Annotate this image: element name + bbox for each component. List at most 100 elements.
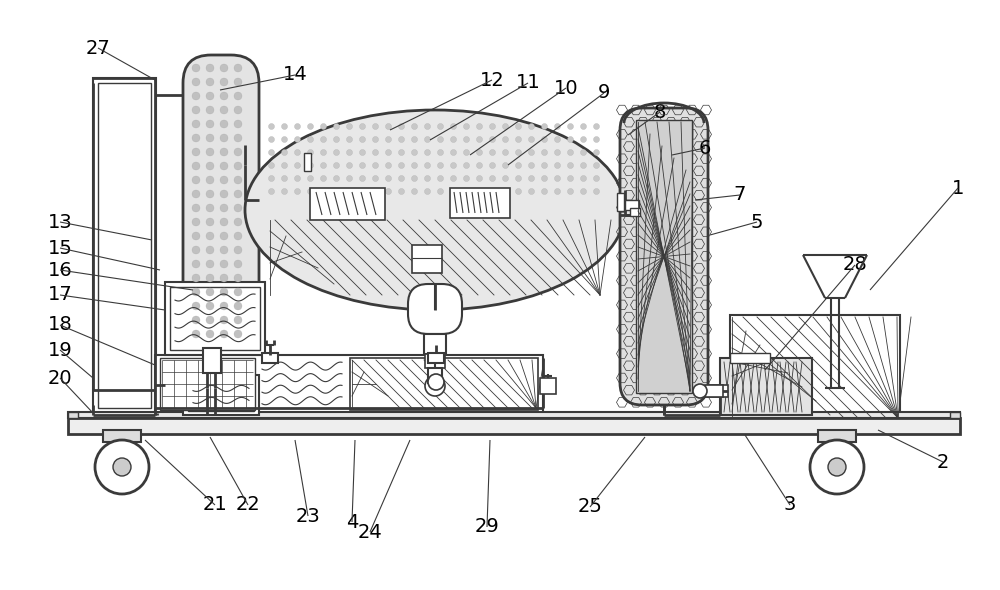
Circle shape xyxy=(220,162,228,170)
Circle shape xyxy=(334,175,340,182)
Bar xyxy=(203,348,221,373)
Circle shape xyxy=(490,162,496,169)
Circle shape xyxy=(192,246,200,254)
Circle shape xyxy=(477,162,482,169)
Circle shape xyxy=(234,176,242,184)
Circle shape xyxy=(294,136,300,143)
Circle shape xyxy=(580,162,586,169)
Circle shape xyxy=(282,123,288,129)
Circle shape xyxy=(294,123,300,129)
Circle shape xyxy=(206,92,214,100)
Circle shape xyxy=(220,316,228,324)
Circle shape xyxy=(516,149,522,156)
Text: 24: 24 xyxy=(358,523,382,542)
Circle shape xyxy=(398,149,404,156)
Circle shape xyxy=(424,136,430,143)
Circle shape xyxy=(554,149,560,156)
Bar xyxy=(617,193,624,211)
Circle shape xyxy=(294,149,300,156)
Bar xyxy=(425,354,445,368)
Circle shape xyxy=(360,149,366,156)
Circle shape xyxy=(594,149,600,156)
Circle shape xyxy=(192,232,200,240)
Circle shape xyxy=(347,162,352,169)
Text: 6: 6 xyxy=(699,139,711,158)
Circle shape xyxy=(192,120,200,128)
Bar xyxy=(424,334,446,354)
Circle shape xyxy=(192,106,200,114)
Text: 5: 5 xyxy=(751,212,763,231)
Circle shape xyxy=(386,149,392,156)
Circle shape xyxy=(206,204,214,212)
Circle shape xyxy=(594,162,600,169)
Circle shape xyxy=(412,175,418,182)
Circle shape xyxy=(372,175,378,182)
Text: 14: 14 xyxy=(283,65,307,84)
Text: 19: 19 xyxy=(48,340,72,359)
Text: 17: 17 xyxy=(48,286,72,304)
Circle shape xyxy=(234,232,242,240)
Circle shape xyxy=(528,175,534,182)
Circle shape xyxy=(206,148,214,156)
Circle shape xyxy=(503,188,509,195)
Circle shape xyxy=(554,162,560,169)
Circle shape xyxy=(516,188,522,195)
Text: 12: 12 xyxy=(480,70,504,90)
Circle shape xyxy=(450,123,456,129)
Circle shape xyxy=(398,136,404,143)
Circle shape xyxy=(594,175,600,182)
Bar xyxy=(170,287,260,350)
Circle shape xyxy=(192,78,200,86)
Text: 29: 29 xyxy=(475,517,499,536)
Circle shape xyxy=(220,106,228,114)
Bar xyxy=(188,379,254,411)
Circle shape xyxy=(220,176,228,184)
Bar xyxy=(730,315,900,420)
Circle shape xyxy=(206,302,214,310)
Circle shape xyxy=(320,136,326,143)
Bar xyxy=(160,358,255,410)
Circle shape xyxy=(528,123,534,129)
Circle shape xyxy=(192,302,200,310)
Circle shape xyxy=(428,374,444,390)
Circle shape xyxy=(234,288,242,296)
Circle shape xyxy=(542,162,548,169)
Circle shape xyxy=(810,440,864,494)
Circle shape xyxy=(398,175,404,182)
Circle shape xyxy=(294,175,300,182)
Circle shape xyxy=(477,188,482,195)
Circle shape xyxy=(234,260,242,268)
Circle shape xyxy=(206,120,214,128)
Circle shape xyxy=(334,136,340,143)
Circle shape xyxy=(490,136,496,143)
Circle shape xyxy=(372,162,378,169)
Circle shape xyxy=(580,123,586,129)
Circle shape xyxy=(206,190,214,198)
Circle shape xyxy=(268,123,274,129)
Text: 13: 13 xyxy=(48,212,72,231)
Text: 11: 11 xyxy=(516,74,540,93)
Circle shape xyxy=(424,123,430,129)
Text: 2: 2 xyxy=(937,453,949,471)
Circle shape xyxy=(220,302,228,310)
Circle shape xyxy=(372,136,378,143)
Circle shape xyxy=(516,175,522,182)
Circle shape xyxy=(568,175,574,182)
Circle shape xyxy=(268,136,274,143)
Circle shape xyxy=(334,162,340,169)
Circle shape xyxy=(234,204,242,212)
Circle shape xyxy=(206,134,214,142)
Text: 20: 20 xyxy=(48,369,72,388)
Circle shape xyxy=(206,78,214,86)
FancyBboxPatch shape xyxy=(620,108,708,405)
Circle shape xyxy=(234,134,242,142)
Circle shape xyxy=(398,162,404,169)
Circle shape xyxy=(268,149,274,156)
Circle shape xyxy=(424,149,430,156)
Circle shape xyxy=(206,246,214,254)
Circle shape xyxy=(220,218,228,226)
Circle shape xyxy=(554,175,560,182)
Circle shape xyxy=(412,136,418,143)
Circle shape xyxy=(580,136,586,143)
Circle shape xyxy=(554,188,560,195)
